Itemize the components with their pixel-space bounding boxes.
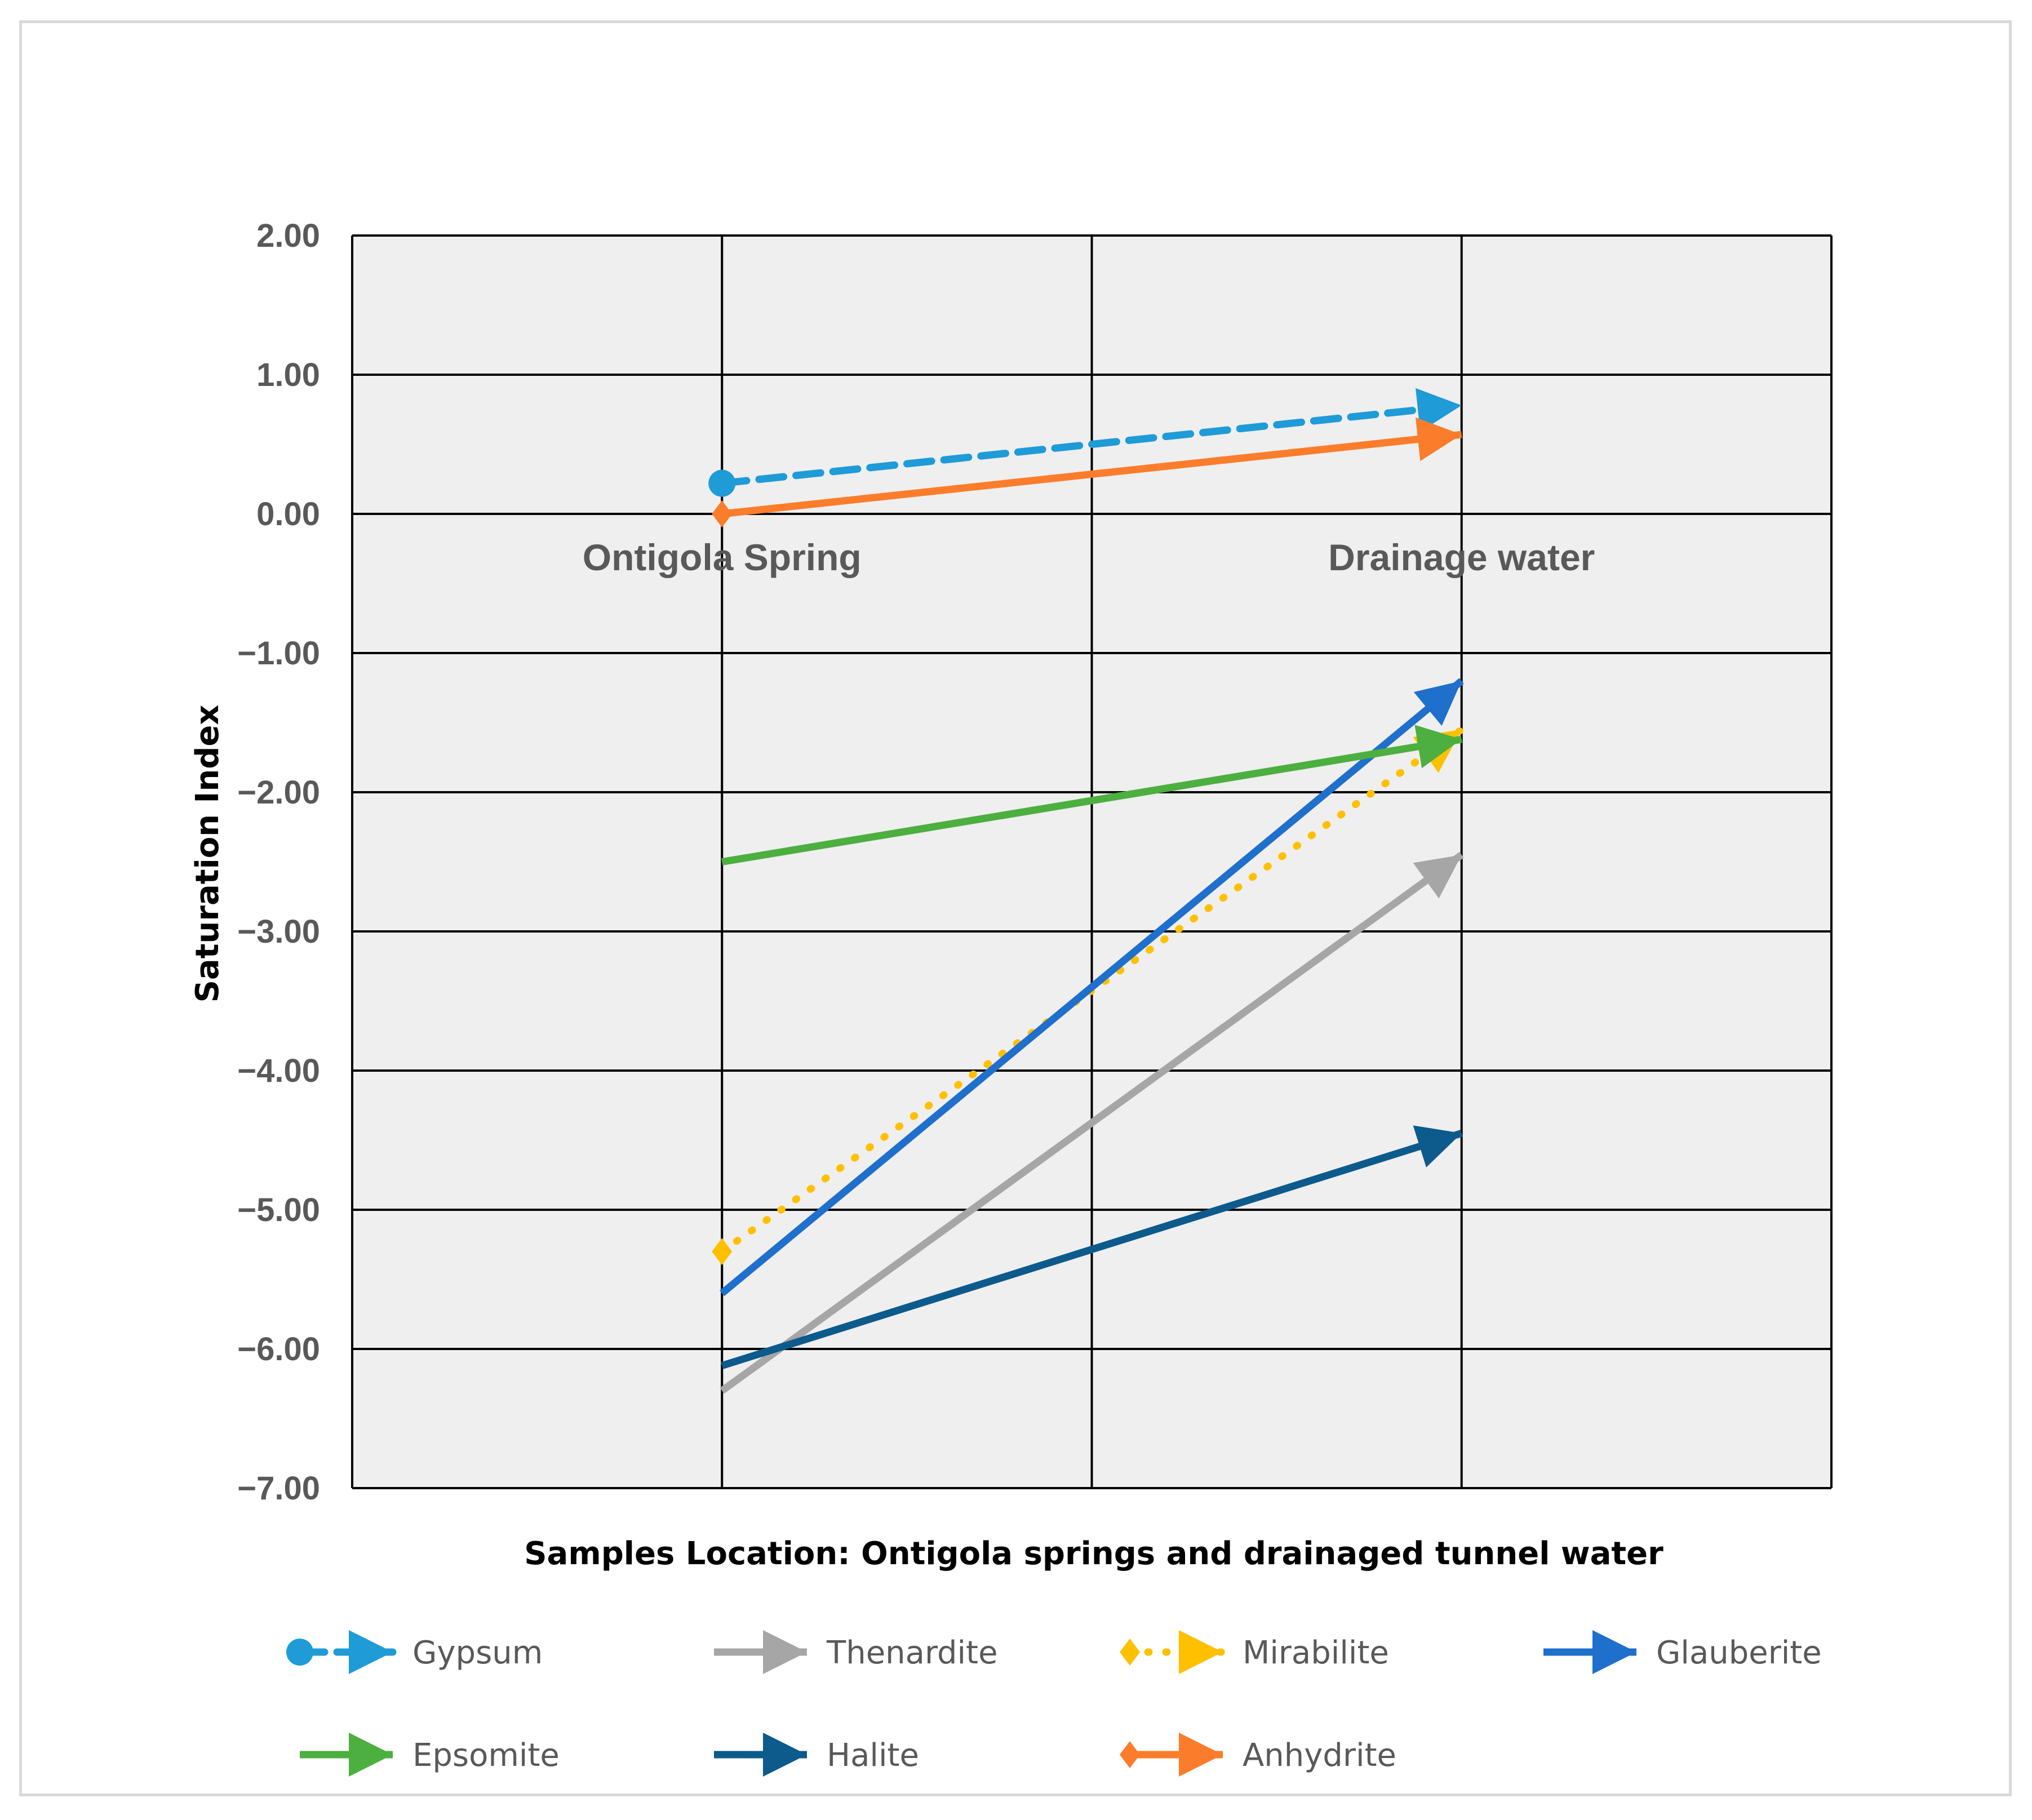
legend-item-glauberite: Glauberite	[1543, 1630, 1822, 1674]
legend-item-mirabilite: Mirabilite	[1120, 1630, 1389, 1674]
start-marker-mirabilite	[712, 1238, 733, 1266]
y-tick-label: −2.00	[237, 774, 320, 811]
legend-label: Mirabilite	[1243, 1635, 1389, 1671]
y-axis-title: Saturation Index	[189, 705, 226, 1003]
y-tick-label: −3.00	[237, 913, 320, 950]
y-tick-label: −5.00	[237, 1192, 320, 1228]
legend-label: Anhydrite	[1243, 1737, 1396, 1774]
start-marker-gypsum	[708, 469, 736, 497]
y-tick-label: −4.00	[237, 1053, 320, 1089]
legend-label: Glauberite	[1656, 1635, 1822, 1671]
y-axis-ticks: 2.00 1.00 0.00 −1.00 −2.00 −3.00 −4.00 −5.00 −6.…	[237, 217, 320, 1507]
category-label: Drainage water	[1328, 536, 1595, 578]
legend-label: Epsomite	[412, 1737, 560, 1774]
gridlines	[351, 234, 1833, 1489]
legend-item-gypsum: Gypsum	[286, 1630, 543, 1674]
legend-label: Halite	[827, 1737, 919, 1774]
category-labels: Ontigola Spring Drainage water	[583, 536, 1595, 578]
series-line-epsomite	[721, 725, 1462, 865]
legend-marker	[1120, 1639, 1140, 1666]
legend-label: Gypsum	[412, 1635, 543, 1671]
y-tick-label: 2.00	[256, 217, 320, 254]
legend-marker	[1120, 1741, 1140, 1768]
y-tick-label: −7.00	[237, 1470, 320, 1507]
y-tick-label: 1.00	[256, 357, 320, 393]
series-line-glauberite	[720, 678, 1464, 1297]
series-line-halite	[721, 1125, 1463, 1369]
series-line-anhydrite	[721, 417, 1462, 518]
legend-label: Thenardite	[826, 1635, 998, 1671]
start-marker-anhydrite	[712, 500, 733, 527]
legend-item-epsomite: Epsomite	[300, 1733, 560, 1777]
x-axis-title: Samples Location: Ontigola springs and d…	[524, 1535, 1663, 1572]
y-tick-label: −1.00	[237, 635, 320, 672]
series-lines	[708, 388, 1466, 1394]
legend-item-anhydrite: Anhydrite	[1120, 1733, 1396, 1777]
legend: Gypsum Thenardite Mirabilite Glauberite Epso…	[286, 1630, 1822, 1777]
legend-item-thenardite: Thenardite	[714, 1630, 998, 1674]
category-label: Ontigola Spring	[583, 536, 862, 578]
y-tick-label: 0.00	[256, 496, 320, 532]
series-line-gypsum	[718, 388, 1466, 487]
legend-item-halite: Halite	[714, 1733, 919, 1777]
y-tick-label: −6.00	[237, 1331, 320, 1368]
legend-marker	[286, 1639, 313, 1666]
series-line-thenardite	[720, 851, 1464, 1394]
